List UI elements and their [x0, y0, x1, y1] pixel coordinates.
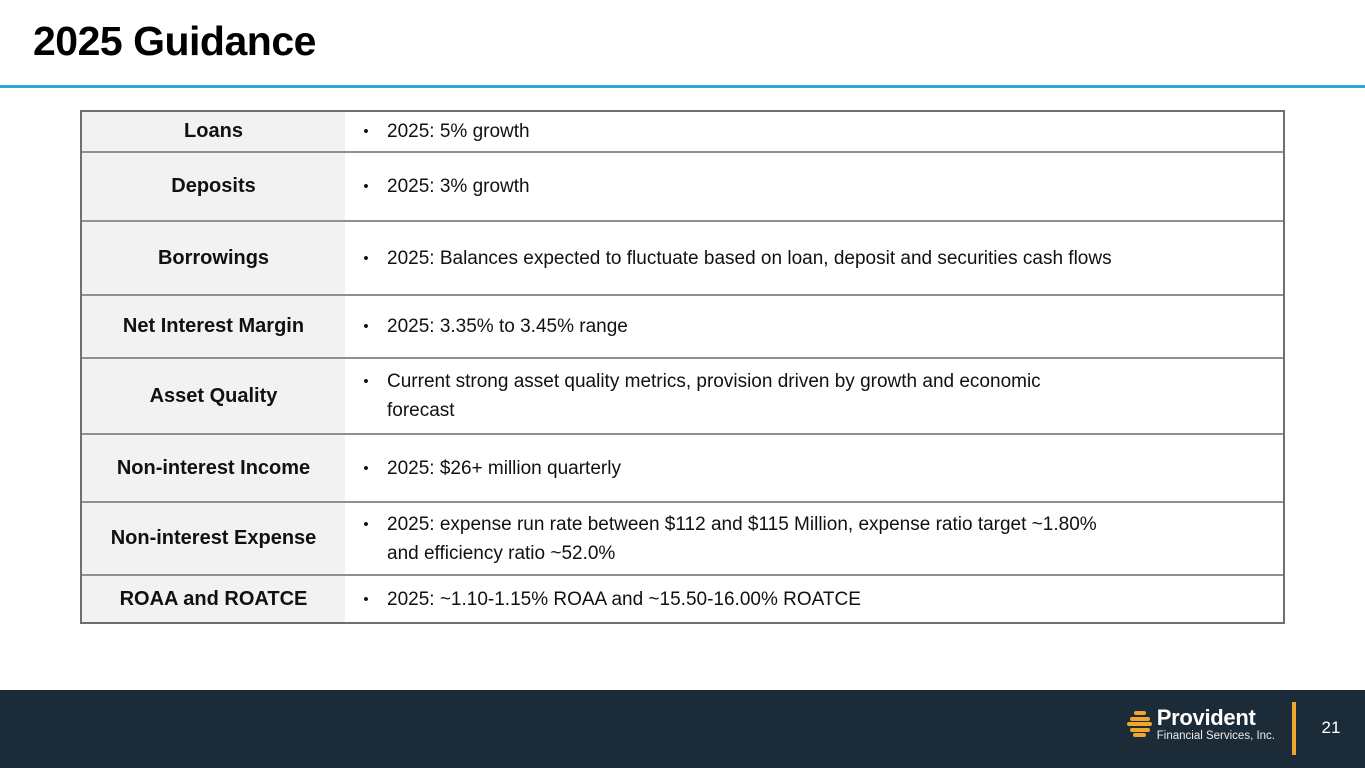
- row-content: • 2025: 3.35% to 3.45% range: [345, 296, 1283, 357]
- bullet-text: 2025: expense run rate between $112 and …: [387, 513, 1097, 564]
- bullet-item: • 2025: 3.35% to 3.45% range: [345, 312, 1263, 341]
- row-label: Net Interest Margin: [82, 296, 345, 357]
- row-content: • 2025: Balances expected to fluctuate ba…: [345, 222, 1283, 294]
- bullet-icon: •: [363, 178, 369, 195]
- row-content: • 2025: ~1.10-1.15% ROAA and ~15.50-16.00…: [345, 576, 1283, 622]
- row-content: • 2025: $26+ million quarterly: [345, 435, 1283, 501]
- guidance-table: Loans • 2025: 5% growth Deposits • 2025: 3…: [80, 110, 1285, 624]
- table-row: Non-interest Expense • 2025: expense run …: [82, 503, 1283, 576]
- table-row: Non-interest Income • 2025: $26+ million …: [82, 435, 1283, 503]
- bullet-text: 2025: 3.35% to 3.45% range: [387, 316, 628, 337]
- bullet-icon: •: [363, 515, 369, 533]
- row-content: • 2025: 3% growth: [345, 153, 1283, 220]
- brand-name: Provident: [1156, 705, 1256, 730]
- row-label: Loans: [82, 112, 345, 151]
- footer-bar: Provident Financial Services, Inc. 21: [0, 690, 1365, 768]
- bullet-item: • 2025: 5% growth: [345, 117, 1263, 146]
- bullet-icon: •: [363, 318, 369, 335]
- bullet-item: • 2025: expense run rate between $112 and…: [345, 510, 1263, 568]
- row-label: Deposits: [82, 153, 345, 220]
- table-row: Asset Quality • Current strong asset qual…: [82, 359, 1283, 435]
- row-label: ROAA and ROATCE: [82, 576, 345, 622]
- bullet-icon: •: [363, 249, 369, 267]
- row-label: Borrowings: [82, 222, 345, 294]
- row-label: Asset Quality: [82, 359, 345, 433]
- bullet-icon: •: [363, 373, 369, 390]
- bullet-text: 2025: Balances expected to fluctuate bas…: [387, 247, 1112, 269]
- bullet-item: • 2025: 3% growth: [345, 172, 1263, 201]
- row-content: • 2025: 5% growth: [345, 112, 1283, 151]
- bullet-item: • 2025: ~1.10-1.15% ROAA and ~15.50-16.00…: [345, 585, 1263, 614]
- bullet-icon: •: [363, 459, 369, 477]
- beehive-logo-icon: [1127, 711, 1153, 737]
- bullet-icon: •: [363, 590, 369, 608]
- bullet-item: • Current strong asset quality metrics, p…: [345, 367, 1263, 425]
- bullet-text: 2025: ~1.10-1.15% ROAA and ~15.50-16.00%…: [387, 588, 861, 610]
- table-row: Loans • 2025: 5% growth: [82, 112, 1283, 153]
- row-label: Non-interest Expense: [82, 503, 345, 574]
- table-row: Borrowings • 2025: Balances expected to f…: [82, 222, 1283, 296]
- bullet-item: • 2025: $26+ million quarterly: [345, 454, 1263, 483]
- title-underline: [0, 85, 1365, 88]
- footer-divider: [1292, 702, 1296, 755]
- bullet-item: • 2025: Balances expected to fluctuate ba…: [345, 244, 1263, 273]
- brand-text: Provident Financial Services, Inc.: [1157, 707, 1275, 743]
- row-content: • 2025: expense run rate between $112 and…: [345, 503, 1283, 574]
- row-label: Non-interest Income: [82, 435, 345, 501]
- row-content: • Current strong asset quality metrics, p…: [345, 359, 1283, 433]
- bullet-text: 2025: 5% growth: [387, 121, 530, 142]
- brand-subtitle: Financial Services, Inc.: [1156, 730, 1275, 742]
- table-row: Net Interest Margin • 2025: 3.35% to 3.45…: [82, 296, 1283, 359]
- bullet-text: 2025: $26+ million quarterly: [387, 457, 621, 479]
- provident-logo: Provident Financial Services, Inc.: [1127, 707, 1275, 743]
- page-title: 2025 Guidance: [33, 18, 316, 64]
- table-row: Deposits • 2025: 3% growth: [82, 153, 1283, 222]
- page-number: 21: [1321, 718, 1341, 737]
- bullet-text: Current strong asset quality metrics, pr…: [387, 371, 1041, 421]
- bullet-text: 2025: 3% growth: [387, 176, 530, 197]
- bullet-icon: •: [363, 123, 369, 140]
- table-row: ROAA and ROATCE • 2025: ~1.10-1.15% ROAA …: [82, 576, 1283, 622]
